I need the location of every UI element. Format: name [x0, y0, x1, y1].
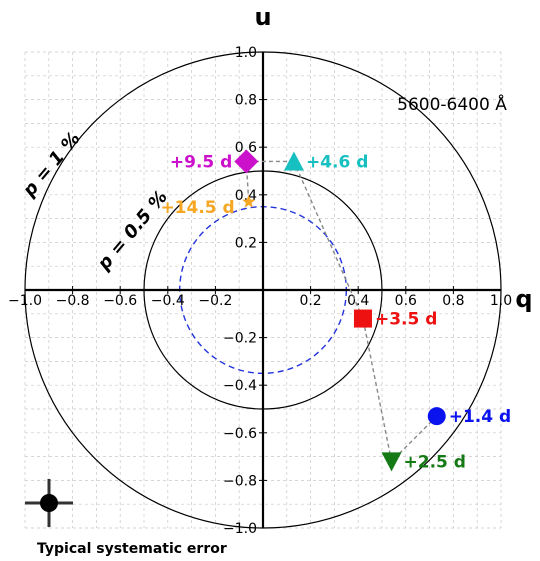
data-point-3-5-d [353, 309, 372, 328]
point-label: +2.5 d [404, 452, 466, 472]
x-tick-label: 0.4 [347, 293, 369, 309]
data-point-1-4-d [427, 407, 446, 426]
y-tick-label: −0.2 [223, 331, 257, 347]
x-tick-label: −0.4 [151, 293, 185, 309]
point-label: +14.5 d [160, 198, 234, 218]
x-tick-label: −0.6 [103, 293, 137, 309]
x-tick-label: 0.2 [299, 293, 321, 309]
y-tick-label: −1.0 [223, 521, 257, 537]
y-tick-label: 0.6 [235, 140, 257, 156]
y-tick-label: −0.8 [223, 473, 257, 489]
point-labels: +1.4 d +2.5 d +3.5 d +4.6 d +9.5 d +14.5 d [160, 152, 511, 472]
data-points [234, 149, 446, 472]
y-tick-label: 0.2 [235, 235, 257, 251]
axes [25, 52, 501, 528]
path-segment [362, 318, 393, 462]
data-point-4-6-d [283, 151, 304, 171]
x-tick-label: −0.8 [56, 293, 90, 309]
data-point-9-5-d [234, 149, 259, 174]
y-axis-label: u [254, 3, 271, 31]
path-segment [391, 415, 438, 462]
point-label: +4.6 d [306, 152, 368, 172]
circle-label-p1: p = 1 % [18, 128, 84, 202]
x-tick-label: 1.0 [490, 293, 512, 309]
y-tick-label: −0.6 [223, 426, 257, 442]
point-label: +1.4 d [449, 407, 511, 427]
time-sequence-path [245, 160, 438, 462]
x-axis-label: q [515, 285, 532, 313]
systematic-error-label: Typical systematic error [37, 541, 227, 557]
wavelength-label: 5600-6400 Å [397, 93, 507, 115]
x-tick-label: −1.0 [8, 293, 42, 309]
data-point-2-5-d [381, 452, 402, 472]
error-marker-dot [40, 494, 58, 512]
x-tick-label: 0.8 [442, 293, 464, 309]
y-tick-label: 1.0 [235, 45, 257, 61]
x-tick-label: 0.6 [395, 293, 417, 309]
data-point-14-5-d [242, 194, 256, 208]
path-segment [293, 161, 364, 319]
x-tick-label: −0.2 [198, 293, 232, 309]
point-label: +9.5 d [170, 152, 232, 172]
systematic-error-marker [25, 479, 73, 527]
y-tick-label: 0.8 [235, 93, 257, 109]
y-tick-label: −0.4 [223, 378, 257, 394]
point-label: +3.5 d [375, 310, 437, 330]
